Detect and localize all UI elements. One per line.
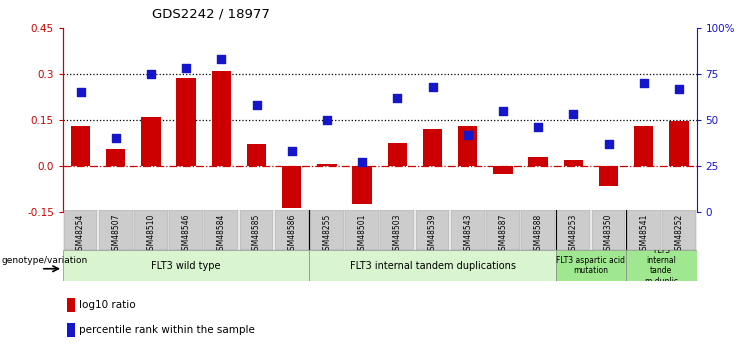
Point (673, 86, 685, 91)
Point (250, 102, 262, 108)
Point (321, 117, 333, 122)
Text: GSM48253: GSM48253 (569, 214, 578, 255)
FancyBboxPatch shape (310, 210, 344, 250)
Text: GSM48254: GSM48254 (76, 214, 85, 255)
Point (532, 125, 544, 130)
Bar (67, 323, 75, 337)
FancyBboxPatch shape (627, 210, 661, 250)
Bar (528, 157, 548, 166)
Text: percentile rank within the sample: percentile rank within the sample (79, 325, 254, 335)
Text: GSM48585: GSM48585 (252, 214, 261, 255)
Bar (71, 126, 90, 166)
Bar (142, 117, 161, 166)
Text: FLT3 aspartic acid
mutation: FLT3 aspartic acid mutation (556, 256, 625, 275)
FancyBboxPatch shape (416, 210, 450, 250)
Text: GSM48584: GSM48584 (217, 214, 226, 255)
FancyBboxPatch shape (380, 210, 414, 250)
Bar (212, 71, 231, 166)
Bar (63, 250, 310, 281)
FancyBboxPatch shape (556, 210, 591, 250)
Bar (247, 145, 266, 166)
Bar (634, 126, 654, 166)
Bar (310, 250, 556, 281)
Point (216, 56, 227, 62)
Bar (669, 121, 688, 166)
Text: GSM48588: GSM48588 (534, 214, 542, 255)
Bar (423, 129, 442, 166)
Bar (599, 166, 618, 186)
Bar (564, 160, 583, 166)
Bar (494, 166, 513, 174)
Text: GSM48501: GSM48501 (358, 214, 367, 255)
Text: FLT3 internal tandem duplications: FLT3 internal tandem duplications (350, 261, 516, 270)
FancyBboxPatch shape (99, 210, 133, 250)
Text: GSM48507: GSM48507 (111, 214, 120, 255)
Point (638, 80, 650, 86)
Text: GSM48586: GSM48586 (288, 214, 296, 255)
Point (602, 141, 614, 147)
Text: GSM48587: GSM48587 (499, 214, 508, 255)
FancyBboxPatch shape (239, 210, 273, 250)
FancyBboxPatch shape (486, 210, 520, 250)
FancyBboxPatch shape (521, 210, 555, 250)
Bar (556, 250, 626, 281)
Bar (317, 165, 336, 166)
Bar (176, 78, 196, 166)
Bar (388, 143, 407, 166)
FancyBboxPatch shape (134, 210, 168, 250)
Bar (67, 298, 75, 312)
Text: GSM48539: GSM48539 (428, 214, 437, 255)
Point (497, 108, 509, 114)
Point (75, 89, 87, 95)
Text: FLT3 wild type: FLT3 wild type (151, 261, 221, 270)
FancyBboxPatch shape (275, 210, 309, 250)
Point (145, 71, 157, 77)
Text: genotype/variation: genotype/variation (2, 256, 88, 266)
Text: GDS2242 / 18977: GDS2242 / 18977 (152, 7, 270, 20)
Text: GSM48510: GSM48510 (147, 214, 156, 255)
FancyBboxPatch shape (64, 210, 98, 250)
Text: GSM48546: GSM48546 (182, 214, 190, 255)
FancyBboxPatch shape (205, 210, 239, 250)
Bar (626, 250, 697, 281)
Point (462, 132, 473, 137)
Text: log10 ratio: log10 ratio (79, 300, 135, 310)
Text: GSM48350: GSM48350 (604, 214, 613, 255)
Text: GSM48541: GSM48541 (639, 214, 648, 255)
FancyBboxPatch shape (169, 210, 203, 250)
Point (356, 160, 368, 165)
Point (568, 111, 579, 117)
Point (180, 66, 192, 71)
FancyBboxPatch shape (345, 210, 379, 250)
Bar (282, 166, 302, 208)
Bar (458, 126, 477, 166)
Point (110, 136, 122, 141)
FancyBboxPatch shape (451, 210, 485, 250)
Text: GSM48543: GSM48543 (463, 214, 472, 255)
FancyBboxPatch shape (662, 210, 696, 250)
Bar (353, 166, 372, 205)
Text: GSM48255: GSM48255 (322, 214, 331, 255)
Text: GSM48252: GSM48252 (674, 214, 683, 255)
FancyBboxPatch shape (591, 210, 625, 250)
Bar (106, 149, 125, 166)
Point (286, 148, 298, 154)
Point (391, 95, 403, 100)
Text: GSM48503: GSM48503 (393, 214, 402, 255)
Text: FLT3
internal
tande
m duplic: FLT3 internal tande m duplic (645, 246, 678, 286)
Point (427, 84, 439, 89)
